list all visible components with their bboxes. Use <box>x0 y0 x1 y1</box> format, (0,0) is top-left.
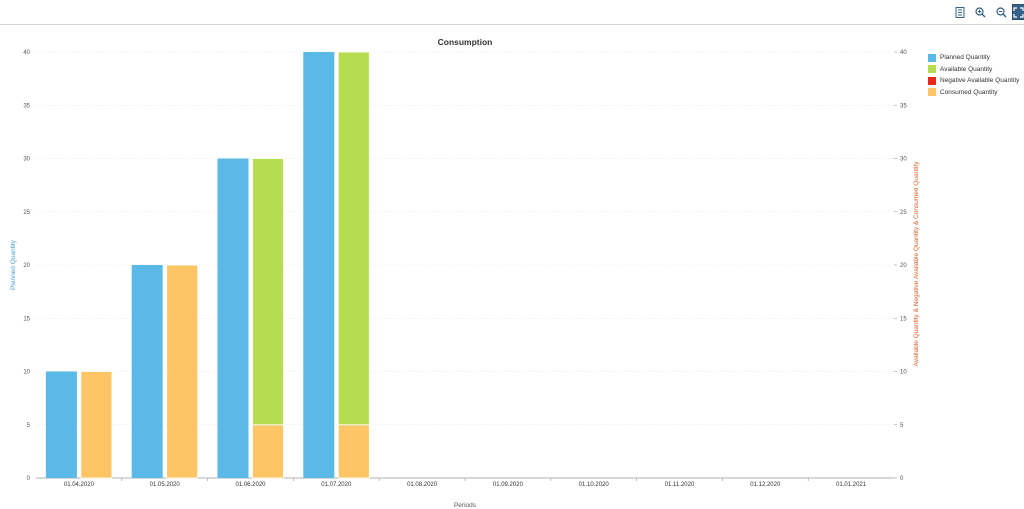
bar-planned-quantity <box>45 371 77 478</box>
legend-icon <box>955 6 965 18</box>
y-tick-label-right: 40 <box>900 50 907 56</box>
legend-label: Negative Available Quantity <box>940 77 1020 85</box>
bar-planned-quantity <box>131 265 163 478</box>
chart-toolbar <box>0 0 1024 25</box>
legend-item[interactable]: Negative Available Quantity <box>928 75 1019 87</box>
legend-label: Available Quantity <box>940 65 993 73</box>
consumption-chart: Consumption 0 0 5 5 10 10 15 15 20 20 25 25 30 30 35 35 4… <box>10 37 920 509</box>
bar-consumed-quantity <box>252 424 284 479</box>
legend-item[interactable]: Available Quantity <box>928 64 1019 76</box>
legend-label: Consumed Quantity <box>940 88 998 96</box>
legend-swatch <box>928 76 936 85</box>
chart-title: Consumption <box>438 37 493 47</box>
x-axis-label: Periods <box>454 502 477 509</box>
y-tick-label-right: 35 <box>900 103 907 109</box>
x-tick-label: 01.08.2020 <box>407 482 438 488</box>
bar-planned-quantity <box>303 52 335 478</box>
y-tick-label-right: 10 <box>900 370 907 376</box>
legend-swatch <box>928 65 936 74</box>
legend-item[interactable]: Consumed Quantity <box>928 87 1019 99</box>
x-tick-label: 01.12.2020 <box>750 482 781 488</box>
bar-available-quantity <box>252 158 284 426</box>
bar-consumed-quantity <box>337 424 370 479</box>
y-tick-label-right: 5 <box>900 423 904 429</box>
y-tick-label-right: 20 <box>900 263 907 269</box>
x-tick-label: 01.09.2020 <box>493 482 524 488</box>
legend-swatch <box>928 53 936 62</box>
legend-toggle-button[interactable] <box>952 4 968 20</box>
bar-available-quantity <box>337 51 370 426</box>
y-tick-label-right: 25 <box>900 210 907 216</box>
chart-legend: Planned Quantity Available Quantity Negati… <box>928 52 1019 98</box>
y-axis-label-right: Available Quantity & Negative Available … <box>913 161 920 367</box>
y-axis-label-left: Planned Quantity <box>10 239 17 290</box>
y-tick-label-left: 30 <box>23 157 30 163</box>
y-tick-label-right: 30 <box>900 157 907 163</box>
y-tick-label-left: 5 <box>27 423 31 429</box>
y-tick-label-left: 40 <box>23 50 30 56</box>
fullscreen-button[interactable] <box>1012 4 1024 20</box>
y-tick-label-left: 15 <box>23 316 30 322</box>
y-tick-label-left: 35 <box>23 103 30 109</box>
x-tick-label: 01.07.2020 <box>321 482 352 488</box>
legend-swatch <box>928 88 936 97</box>
x-tick-label: 01.11.2020 <box>665 482 695 488</box>
y-tick-label-left: 10 <box>23 370 30 376</box>
bar-consumed-quantity <box>80 371 113 479</box>
x-tick-label: 01.04.2020 <box>64 482 95 488</box>
legend-label: Planned Quantity <box>940 54 990 62</box>
zoom-out-button[interactable] <box>993 4 1009 20</box>
zoom-out-icon <box>995 6 1007 18</box>
zoom-in-button[interactable] <box>972 4 988 20</box>
y-tick-label-left: 0 <box>27 476 31 482</box>
x-tick-label: 01.06.2020 <box>235 482 266 488</box>
y-tick-label-right: 15 <box>900 316 907 322</box>
y-tick-label-left: 25 <box>23 210 30 216</box>
x-tick-label: 01.10.2020 <box>579 482 610 488</box>
y-tick-label-right: 0 <box>900 476 904 482</box>
y-tick-label-left: 20 <box>23 263 30 269</box>
bar-consumed-quantity <box>166 264 199 479</box>
bar-planned-quantity <box>217 158 249 478</box>
fullscreen-icon <box>1013 6 1024 18</box>
x-tick-label: 01.05.2020 <box>150 482 181 488</box>
legend-item[interactable]: Planned Quantity <box>928 52 1019 64</box>
x-tick-label: 01.01.2021 <box>836 482 867 488</box>
zoom-in-icon <box>974 6 986 18</box>
